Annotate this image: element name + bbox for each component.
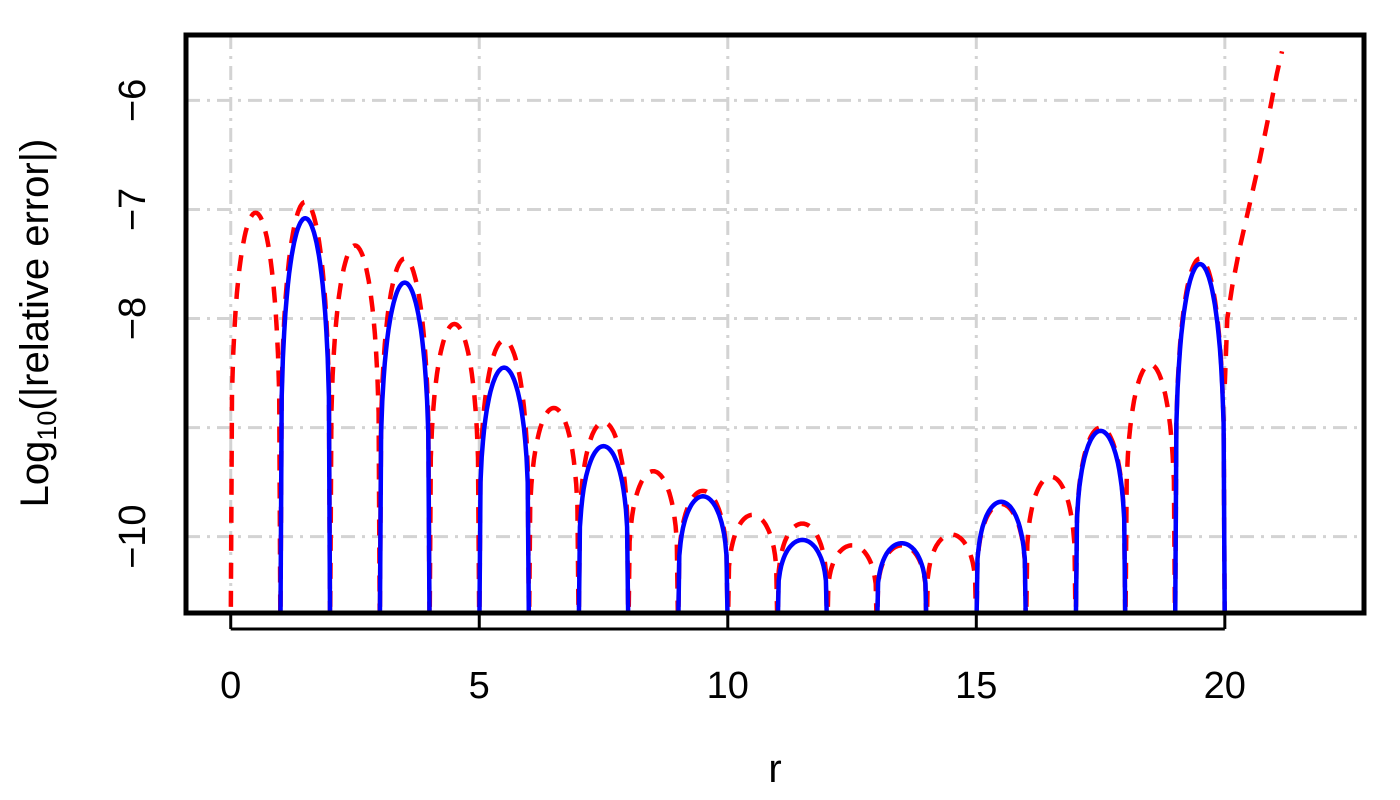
dashed-series-arch (576, 419, 631, 613)
dashed-series-arch (626, 468, 681, 613)
solid-series-arch (1073, 428, 1128, 613)
solid-series-arch (974, 499, 1028, 613)
y-tick-label: −8 (112, 297, 154, 340)
y-axis-title-suffix: (|relative error|) (13, 139, 57, 411)
y-axis-title: Log10(|relative error|) (13, 139, 62, 508)
y-tick-label: −7 (112, 188, 154, 231)
solid-series-arch (377, 280, 432, 613)
grid-lines (186, 35, 1364, 613)
x-tick-label: 20 (1204, 665, 1246, 707)
x-axis: 0 5 10 15 20 (220, 613, 1246, 707)
plot-area (228, 50, 1285, 613)
dashed-series-arch (825, 543, 879, 613)
solid-series-arch (775, 537, 829, 613)
solid-series-arch (278, 215, 333, 613)
dashed-series-arch (377, 256, 432, 613)
y-axis: −6 −7 −8 −10 (112, 79, 154, 569)
solid-series-arch (477, 365, 532, 613)
y-tick-label: −10 (112, 504, 154, 568)
dashed-series-arch (725, 512, 780, 613)
plot-frame (183, 32, 1367, 616)
x-axis-title: r (768, 747, 781, 791)
dashed-series-arch (228, 210, 283, 613)
dashed-series-arch (327, 243, 382, 613)
solid-series-arch (676, 494, 730, 613)
series-layer (228, 50, 1285, 613)
x-tick-label: 0 (220, 665, 241, 707)
dashed-series-tail (1222, 50, 1285, 385)
y-axis-title-subscript: 10 (32, 411, 62, 441)
solid-series-arch (875, 540, 929, 613)
x-tick-label: 10 (707, 665, 749, 707)
dashed-series-arch (924, 532, 979, 613)
x-tick-label: 5 (469, 665, 490, 707)
solid-series (278, 215, 1227, 613)
y-axis-title-prefix: Log (13, 441, 57, 508)
dashed-series-arch (526, 405, 581, 613)
solid-series-arch (576, 443, 631, 613)
dashed-series-arch (1123, 362, 1178, 613)
x-tick-label: 15 (955, 665, 997, 707)
y-tick-label: −6 (112, 79, 154, 122)
dashed-series-arch (775, 521, 830, 613)
dashed-series-arch (477, 338, 532, 613)
dashed-series-arch (427, 321, 482, 613)
solid-series-arch (1172, 261, 1227, 613)
